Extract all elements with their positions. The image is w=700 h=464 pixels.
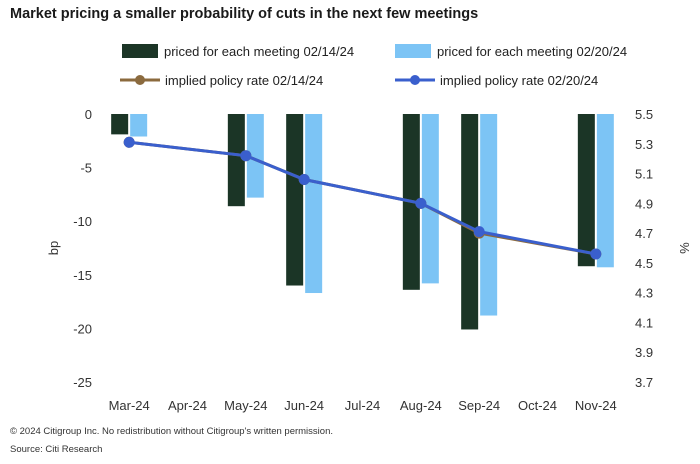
legend-marker-2 xyxy=(410,75,420,85)
x-tick-label: Jun-24 xyxy=(284,398,324,413)
bar-line-chart: priced for each meeting 02/14/24 priced f… xyxy=(46,44,692,413)
x-tick-label: Mar-24 xyxy=(109,398,150,413)
legend-label-bar-2: priced for each meeting 02/20/24 xyxy=(437,44,627,59)
x-tick-label: Aug-24 xyxy=(400,398,442,413)
left-tick-label: -20 xyxy=(73,321,92,336)
x-tick-label: May-24 xyxy=(224,398,267,413)
x-tick-label: Jul-24 xyxy=(345,398,380,413)
line-2-point xyxy=(590,248,602,260)
chart-title: Market pricing a smaller probability of … xyxy=(10,6,479,22)
left-axis-label: bp xyxy=(46,241,61,255)
right-tick-label: 4.1 xyxy=(635,315,653,330)
axes-layer: 0 -5 -10 -15 -20 -25 5.5 5.3 5.1 4.9 4.7 4.5 4.3 4.1 3… xyxy=(46,107,692,413)
legend-label-bar-1: priced for each meeting 02/14/24 xyxy=(164,44,354,59)
right-tick-label: 4.5 xyxy=(635,256,653,271)
right-tick-label: 4.3 xyxy=(635,286,653,301)
right-tick-label: 4.9 xyxy=(635,196,653,211)
bar-2-mar-24 xyxy=(130,114,148,137)
line-series-1 xyxy=(128,140,597,256)
bar-1-may-24 xyxy=(227,114,245,207)
bar-1-jun-24 xyxy=(286,114,304,286)
source-note: Source: Citi Research xyxy=(10,444,103,455)
line-2-point xyxy=(240,150,252,162)
legend-label-line-1: implied policy rate 02/14/24 xyxy=(165,73,323,88)
right-tick-label: 5.3 xyxy=(635,137,653,152)
bar-2-jun-24 xyxy=(305,114,323,294)
right-tick-label: 3.9 xyxy=(635,345,653,360)
bar-1-nov-24 xyxy=(577,114,595,267)
bar-1-sep-24 xyxy=(461,114,479,330)
left-tick-label: -15 xyxy=(73,268,92,283)
line-2-point xyxy=(415,197,427,209)
right-tick-label: 3.7 xyxy=(635,375,653,390)
left-tick-label: 0 xyxy=(85,107,92,122)
bar-2-may-24 xyxy=(246,114,264,198)
x-tick-label: Sep-24 xyxy=(458,398,500,413)
line-2-point xyxy=(298,174,310,186)
lines-layer xyxy=(123,136,602,260)
legend-label-line-2: implied policy rate 02/20/24 xyxy=(440,73,598,88)
copyright-note: © 2024 Citigroup Inc. No redistribution … xyxy=(10,426,333,437)
right-tick-label: 5.5 xyxy=(635,107,653,122)
bars-layer xyxy=(111,114,614,330)
bar-2-nov-24 xyxy=(596,114,614,268)
left-tick-label: -25 xyxy=(73,375,92,390)
bar-1-mar-24 xyxy=(111,114,129,135)
left-tick-label: -10 xyxy=(73,214,92,229)
legend-swatch-bar-1 xyxy=(122,44,158,58)
legend-swatch-bar-2 xyxy=(395,44,431,58)
x-tick-label: Oct-24 xyxy=(518,398,557,413)
legend: priced for each meeting 02/14/24 priced f… xyxy=(120,44,627,88)
right-axis-label: % xyxy=(677,242,692,254)
bar-2-sep-24 xyxy=(480,114,498,316)
legend-marker-1 xyxy=(135,75,145,85)
bar-2-aug-24 xyxy=(421,114,439,284)
line-series-2 xyxy=(128,140,597,256)
right-tick-label: 4.7 xyxy=(635,226,653,241)
line-2-point xyxy=(123,136,135,148)
x-tick-label: Nov-24 xyxy=(575,398,617,413)
left-tick-label: -5 xyxy=(80,161,92,176)
line-2-point xyxy=(473,226,485,238)
x-tick-label: Apr-24 xyxy=(168,398,207,413)
right-tick-label: 5.1 xyxy=(635,167,653,182)
